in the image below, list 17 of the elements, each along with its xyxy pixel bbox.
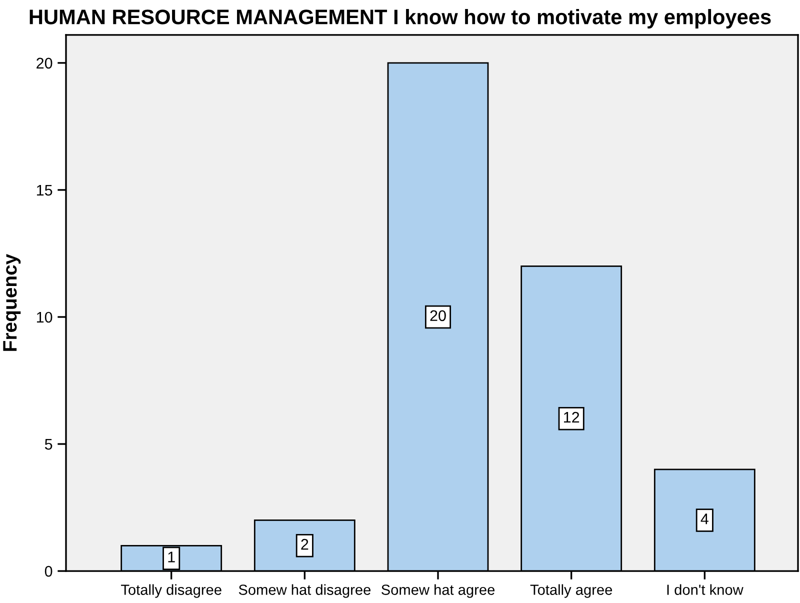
data-label: 4 (700, 514, 708, 524)
x-tick-label: Totally agree (530, 584, 612, 598)
x-tick-label: Somew hat agree (382, 584, 495, 598)
y-axis-title: Frequency (3, 254, 21, 351)
y-tick-label: 20 (36, 58, 52, 69)
data-label: 12 (564, 412, 580, 423)
data-label: 20 (430, 310, 446, 322)
y-tick-label: 10 (36, 312, 52, 323)
x-tick-label: I don't know (667, 584, 744, 595)
x-tick-label: Totally disagree (121, 584, 222, 598)
chart-title: HUMAN RESOURCE MANAGEMENT I know how to motivate my employees (30, 9, 771, 28)
data-label: 2 (301, 538, 308, 550)
y-tick-label: 0 (44, 566, 52, 577)
y-tick-label: 15 (36, 184, 52, 196)
data-label: 1 (168, 552, 175, 562)
y-tick-label: 5 (44, 439, 52, 450)
x-tick-label: Somew hat disagree (238, 584, 370, 598)
